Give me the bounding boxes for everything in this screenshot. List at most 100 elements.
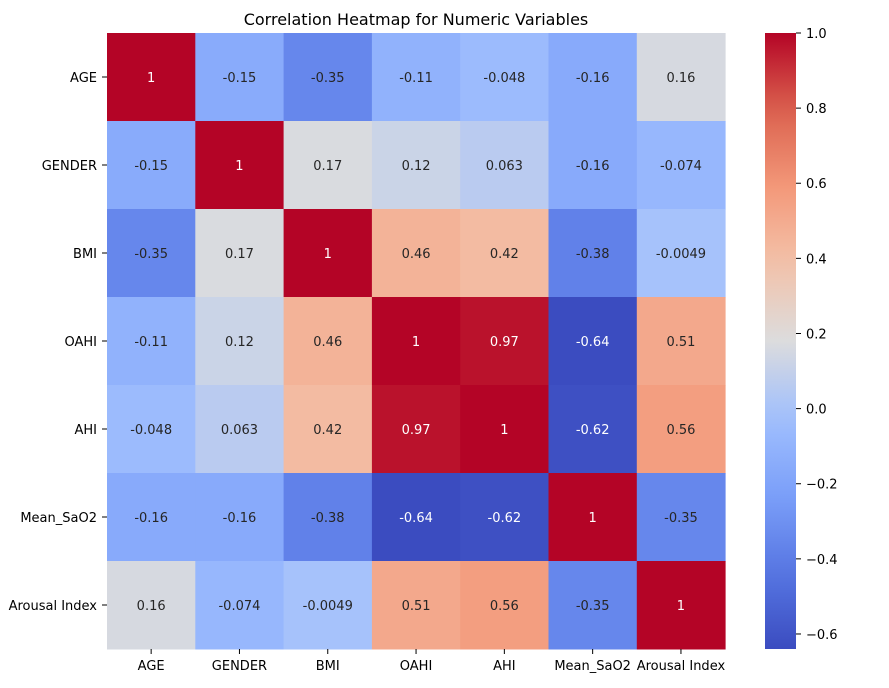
row-tick-label: AHI <box>74 423 97 438</box>
heatmap-cell <box>460 33 549 122</box>
cell-value-label: -0.11 <box>399 71 433 86</box>
cell-value-label: 1 <box>412 335 420 350</box>
heatmap-cell <box>460 209 549 298</box>
colorbar-tick-label: 1.0 <box>806 27 827 42</box>
colorbar-tick-label: 0.8 <box>806 102 827 117</box>
heatmap-cell <box>107 385 196 474</box>
cell-value-label: 0.56 <box>666 423 695 438</box>
heatmap-cell <box>195 209 285 298</box>
cell-value-label: 0.063 <box>486 159 523 174</box>
cell-value-label: 0.42 <box>490 247 519 262</box>
cell-value-label: -0.35 <box>311 71 345 86</box>
heatmap-cell <box>548 297 638 386</box>
cell-value-label: 0.51 <box>402 599 431 614</box>
cell-value-label: 0.17 <box>225 247 254 262</box>
column-tick-label: AGE <box>138 659 165 674</box>
column-tick-labels: AGE GENDER BMI OAHI AHI Mean_SaO2 Arousal Inde… <box>138 649 726 674</box>
row-tick-label: AGE <box>70 71 97 86</box>
cell-value-label: 0.97 <box>490 335 519 350</box>
cell-value-label: 1 <box>589 511 597 526</box>
cell-value-label: 0.51 <box>666 335 695 350</box>
heatmap-cell <box>548 33 638 122</box>
heatmap-cell <box>107 561 196 650</box>
heatmap-cell <box>371 121 461 210</box>
heatmap-cell <box>636 297 726 386</box>
heatmap-cell <box>107 209 196 298</box>
cell-value-label: 0.12 <box>402 159 431 174</box>
heatmap-cell <box>371 561 461 650</box>
cell-value-label: -0.35 <box>134 247 168 262</box>
cell-value-label: 1 <box>500 423 508 438</box>
column-tick-label: AHI <box>493 659 516 674</box>
column-tick-label: Arousal Index <box>637 659 726 674</box>
colorbar-gradient <box>765 33 796 649</box>
cell-value-label: 0.063 <box>221 423 258 438</box>
cell-value-label: -0.16 <box>223 511 257 526</box>
cell-value-label: -0.64 <box>399 511 433 526</box>
cell-value-label: 0.56 <box>490 599 519 614</box>
cell-value-label: -0.15 <box>223 71 257 86</box>
heatmap-cell <box>636 209 726 298</box>
cell-value-label: -0.048 <box>483 71 525 86</box>
heatmap-cell <box>195 561 285 650</box>
heatmap-cell <box>283 561 373 650</box>
heatmap-cell <box>548 121 638 210</box>
heatmap-cell <box>636 385 726 474</box>
heatmap-cell <box>636 121 726 210</box>
heatmap-cell <box>371 33 461 122</box>
chart-title: Correlation Heatmap for Numeric Variable… <box>244 10 589 29</box>
heatmap-cells: 1 -0.15 -0.35 -0.11 -0.048 -0.16 0.16 -0.15 1 0.1… <box>107 33 726 650</box>
heatmap-cell <box>460 297 549 386</box>
heatmap-cell <box>371 297 461 386</box>
heatmap-cell <box>636 561 726 650</box>
heatmap-cell <box>107 121 196 210</box>
heatmap-cell <box>107 473 196 562</box>
cell-value-label: -0.35 <box>664 511 698 526</box>
cell-value-label: 0.16 <box>666 71 695 86</box>
cell-value-label: -0.62 <box>576 423 610 438</box>
cell-value-label: -0.35 <box>576 599 610 614</box>
heatmap-cell <box>283 297 373 386</box>
cell-value-label: -0.11 <box>134 335 168 350</box>
cell-value-label: -0.074 <box>660 159 702 174</box>
heatmap-cell <box>283 33 373 122</box>
row-tick-label: OAHI <box>64 335 97 350</box>
heatmap-cell <box>371 209 461 298</box>
heatmap-cell <box>548 561 638 650</box>
heatmap-cell <box>195 473 285 562</box>
heatmap-cell <box>636 33 726 122</box>
heatmap-cell <box>371 385 461 474</box>
cell-value-label: -0.15 <box>134 159 168 174</box>
cell-value-label: 0.42 <box>313 423 342 438</box>
colorbar-tick-label: 0.4 <box>806 252 827 267</box>
cell-value-label: 0.97 <box>402 423 431 438</box>
cell-value-label: 0.46 <box>313 335 342 350</box>
cell-value-label: -0.38 <box>311 511 345 526</box>
cell-value-label: 1 <box>235 159 243 174</box>
heatmap-cell <box>107 33 196 122</box>
cell-value-label: 1 <box>677 599 685 614</box>
heatmap-cell <box>460 385 549 474</box>
colorbar: 1.0 0.8 0.6 0.4 0.2 0.0 −0.2 −0.4 −0.6 <box>765 27 838 649</box>
cell-value-label: -0.64 <box>576 335 610 350</box>
cell-value-label: -0.16 <box>134 511 168 526</box>
cell-value-label: -0.62 <box>488 511 522 526</box>
row-tick-label: GENDER <box>42 159 97 174</box>
row-tick-labels: AGE GENDER BMI OAHI AHI Mean_SaO2 Arousal Inde… <box>9 71 107 614</box>
cell-value-label: -0.16 <box>576 71 610 86</box>
cell-value-label: -0.0049 <box>303 599 353 614</box>
heatmap-cell <box>548 385 638 474</box>
colorbar-tick-label: 0.0 <box>806 403 827 418</box>
row-tick-label: BMI <box>73 247 97 262</box>
cell-value-label: 1 <box>147 71 155 86</box>
heatmap-cell <box>195 33 285 122</box>
heatmap-cell <box>107 297 196 386</box>
colorbar-tick-label: 0.2 <box>806 327 827 342</box>
cell-value-label: -0.38 <box>576 247 610 262</box>
cell-value-label: 0.12 <box>225 335 254 350</box>
column-tick-label: Mean_SaO2 <box>554 659 631 674</box>
heatmap-cell <box>195 121 285 210</box>
cell-value-label: 1 <box>324 247 332 262</box>
cell-value-label: -0.0049 <box>656 247 706 262</box>
